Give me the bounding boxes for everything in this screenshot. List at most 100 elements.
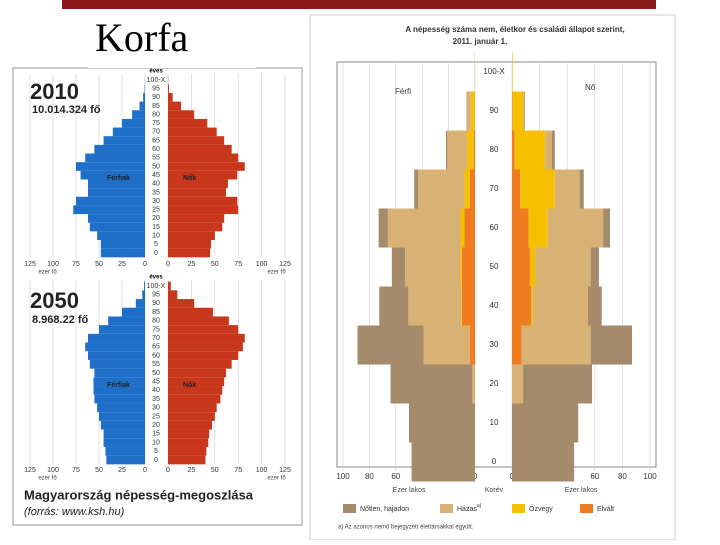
bar — [168, 249, 210, 258]
age-label: 70 — [490, 184, 499, 193]
bar — [90, 223, 145, 232]
bar-segment — [467, 92, 471, 131]
x-tick-label: 50 — [211, 467, 219, 474]
age-label: 95 — [152, 85, 160, 92]
age-label: 35 — [152, 396, 160, 403]
x-axis-label: Ezer lakos — [565, 487, 598, 494]
x-axis-label: ezer fő — [38, 476, 57, 482]
legend-swatch — [343, 504, 356, 513]
bar — [73, 205, 145, 214]
x-tick-label: 100 — [256, 467, 268, 474]
source: (forrás: www.ksh.hu) — [24, 506, 125, 518]
bar — [168, 456, 205, 465]
bar-segment — [412, 443, 475, 482]
bar-segment — [530, 248, 536, 287]
age-label: 10 — [152, 233, 160, 240]
side-label: Férfi — [395, 87, 411, 96]
bar-segment — [515, 131, 545, 170]
bar — [143, 93, 145, 102]
bar — [108, 316, 145, 325]
age-label: 85 — [152, 103, 160, 110]
x-tick-label: 80 — [365, 472, 374, 481]
bar — [139, 102, 145, 111]
x-tick-label: 60 — [590, 472, 599, 481]
bar-segment — [391, 365, 473, 404]
bar — [113, 128, 145, 137]
bar-segment — [464, 170, 469, 209]
bar — [142, 290, 145, 299]
bar — [104, 438, 145, 447]
bar — [99, 412, 145, 421]
x-tick-label: 50 — [95, 261, 103, 268]
bar — [94, 145, 145, 154]
bar-segment — [524, 92, 525, 131]
series-label: Férfiak — [107, 175, 130, 182]
bar-segment — [467, 131, 474, 170]
bar — [168, 421, 212, 430]
legend-name: Házas — [457, 506, 477, 513]
top-bar — [62, 0, 656, 9]
bar-segment — [512, 92, 523, 131]
age-label: 25 — [152, 207, 160, 214]
age-label: 40 — [152, 387, 160, 394]
age-label: 50 — [490, 262, 499, 271]
x-tick-label: 0 — [143, 467, 147, 474]
bar — [168, 343, 243, 352]
legend-swatch — [440, 504, 453, 513]
bar — [168, 171, 237, 180]
bar — [168, 316, 229, 325]
bar — [168, 351, 238, 360]
bar — [104, 430, 145, 439]
bar — [122, 119, 145, 128]
legend-swatch — [512, 504, 525, 513]
chart-title: 2010 — [30, 79, 79, 104]
bar — [168, 430, 209, 439]
series-label: Nők — [183, 175, 196, 182]
bar-segment — [460, 248, 461, 287]
bar-segment — [512, 248, 530, 287]
age-label: 10 — [490, 418, 499, 427]
age-label: 75 — [152, 120, 160, 127]
bar — [76, 162, 145, 171]
x-tick-label: 0 — [166, 261, 170, 268]
bar — [88, 351, 145, 360]
age-label: 20 — [490, 379, 499, 388]
bar-segment — [462, 248, 475, 287]
age-label: 90 — [490, 106, 499, 115]
caption: Magyarország népesség-megoszlása — [24, 487, 254, 502]
bar-segment — [512, 404, 578, 443]
bar-segment — [472, 365, 475, 404]
x-tick-label: 75 — [72, 467, 80, 474]
bar — [105, 447, 145, 456]
age-label: 80 — [490, 145, 499, 154]
legend-label: Nőtlen, hajadon — [360, 506, 409, 513]
bar-segment — [379, 287, 408, 326]
bar — [168, 179, 228, 188]
x-tick-label: 0 — [166, 467, 170, 474]
bar — [168, 334, 245, 343]
age-label: 60 — [152, 146, 160, 153]
age-label: 20 — [152, 422, 160, 429]
bar — [168, 136, 224, 145]
bar — [168, 102, 181, 111]
bar-segment — [512, 53, 513, 92]
bar-segment — [531, 287, 532, 326]
bar-segment — [471, 92, 475, 131]
series-label: Nők — [183, 382, 196, 389]
bar-segment — [392, 248, 405, 287]
bar — [168, 110, 194, 119]
legend-name: Elvált — [597, 506, 614, 513]
x-tick-label: 0 — [143, 261, 147, 268]
bar — [168, 188, 226, 197]
bar — [168, 438, 208, 447]
age-label: 45 — [152, 379, 160, 386]
bar — [136, 299, 145, 308]
x-tick-label: 100 — [47, 261, 59, 268]
age-label: 70 — [152, 129, 160, 136]
bar — [132, 110, 145, 119]
bar-segment — [529, 209, 548, 248]
age-label: 15 — [152, 224, 160, 231]
bar — [168, 412, 215, 421]
x-axis-label: ezer fő — [38, 270, 57, 276]
